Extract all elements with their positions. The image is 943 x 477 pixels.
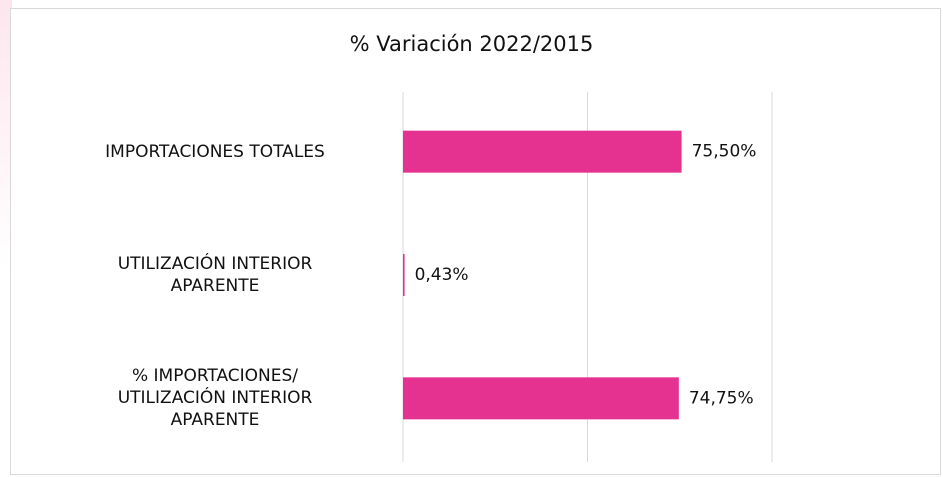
bar [403, 130, 682, 173]
data-label: 74,75% [689, 388, 754, 408]
data-label: 75,50% [692, 142, 757, 162]
bar [403, 377, 679, 420]
chart-title: % Variación 2022/2015 [349, 32, 594, 56]
y-tick-label: % IMPORTACIONES/ UTILIZACIÓN INTERIOR AP… [117, 366, 313, 431]
y-tick-label: IMPORTACIONES TOTALES [105, 141, 325, 162]
bar [403, 254, 405, 296]
decoration [0, 0, 12, 270]
data-label: 0,43% [415, 265, 469, 285]
y-tick-label: UTILIZACIÓN INTERIOR APARENTE [117, 254, 313, 296]
